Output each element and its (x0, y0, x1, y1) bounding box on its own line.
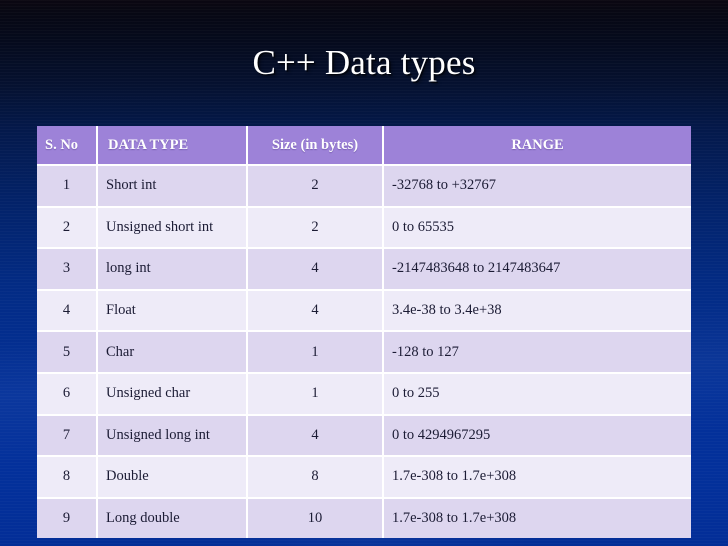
table-row: 9 Long double 10 1.7e-308 to 1.7e+308 (37, 497, 691, 539)
table-cell-type: Unsigned short int (97, 206, 248, 250)
column-header-sno: S. No (37, 126, 98, 166)
table-cell-sno: 2 (37, 206, 98, 250)
table-cell-sno: 4 (37, 289, 98, 333)
table-cell-range: 1.7e-308 to 1.7e+308 (383, 497, 691, 539)
table-cell-type: Long double (97, 497, 248, 539)
table-row: 5 Char 1 -128 to 127 (37, 331, 691, 374)
table-cell-range: 0 to 255 (383, 372, 691, 416)
column-header-size: Size (in bytes) (247, 126, 384, 166)
table-cell-sno: 7 (37, 414, 98, 458)
table-cell-range: -2147483648 to 2147483647 (383, 248, 691, 291)
table-cell-size: 1 (247, 331, 384, 374)
table-cell-range: -128 to 127 (383, 331, 691, 374)
table-cell-range: -32768 to +32767 (383, 165, 691, 208)
table-row: 2 Unsigned short int 2 0 to 65535 (37, 206, 691, 250)
table-header: S. No DATA TYPE Size (in bytes) RANGE (37, 126, 691, 166)
table-cell-size: 2 (247, 165, 384, 208)
table-cell-sno: 1 (37, 165, 98, 208)
table-cell-type: long int (97, 248, 248, 291)
table-cell-type: Unsigned char (97, 372, 248, 416)
table-cell-size: 4 (247, 248, 384, 291)
table-cell-range: 0 to 4294967295 (383, 414, 691, 458)
table-row: 1 Short int 2 -32768 to +32767 (37, 165, 691, 208)
table-cell-type: Short int (97, 165, 248, 208)
table-cell-size: 8 (247, 456, 384, 499)
table-cell-range: 0 to 65535 (383, 206, 691, 250)
table-row: 4 Float 4 3.4e-38 to 3.4e+38 (37, 289, 691, 333)
table-cell-type: Unsigned long int (97, 414, 248, 458)
table-cell-range: 1.7e-308 to 1.7e+308 (383, 456, 691, 499)
table-row: 3 long int 4 -2147483648 to 2147483647 (37, 248, 691, 291)
table-cell-sno: 8 (37, 456, 98, 499)
table-cell-size: 2 (247, 206, 384, 250)
column-header-type: DATA TYPE (97, 126, 248, 166)
table-cell-size: 4 (247, 414, 384, 458)
table-row: 6 Unsigned char 1 0 to 255 (37, 372, 691, 416)
table-cell-size: 4 (247, 289, 384, 333)
table-cell-type: Double (97, 456, 248, 499)
table-cell-type: Float (97, 289, 248, 333)
table-cell-range: 3.4e-38 to 3.4e+38 (383, 289, 691, 333)
table-cell-type: Char (97, 331, 248, 374)
column-header-range: RANGE (383, 126, 691, 166)
table-cell-sno: 5 (37, 331, 98, 374)
table-row: 8 Double 8 1.7e-308 to 1.7e+308 (37, 456, 691, 499)
table-cell-sno: 3 (37, 248, 98, 291)
table-row: 7 Unsigned long int 4 0 to 4294967295 (37, 414, 691, 458)
table-body: 1 Short int 2 -32768 to +32767 2 Unsigned sho… (37, 165, 691, 539)
page-title: C++ Data types (252, 43, 476, 82)
table-header-row: S. No DATA TYPE Size (in bytes) RANGE (37, 126, 691, 166)
table-cell-sno: 6 (37, 372, 98, 416)
table-cell-size: 1 (247, 372, 384, 416)
table-cell-sno: 9 (37, 497, 98, 539)
table-cell-size: 10 (247, 497, 384, 539)
